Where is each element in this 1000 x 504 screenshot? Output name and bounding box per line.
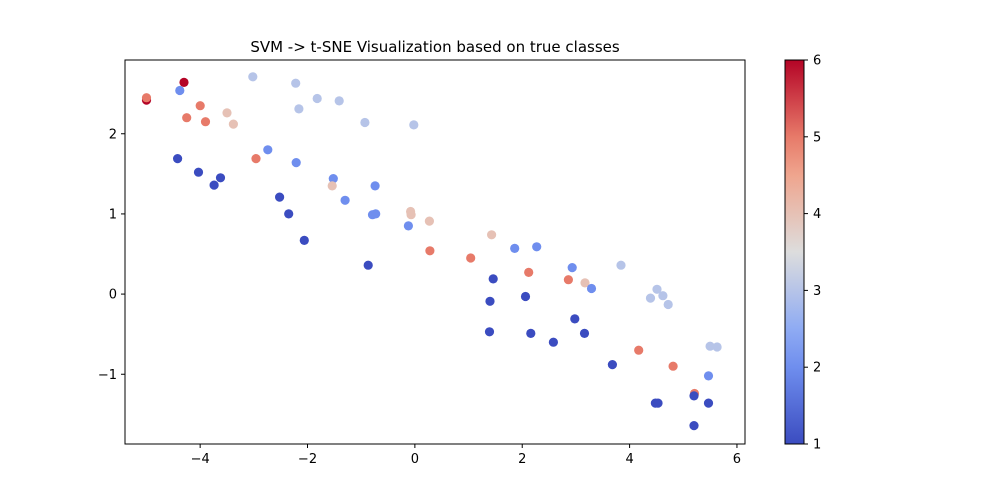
data-point [370,181,380,191]
data-point [548,337,559,347]
data-point [340,195,350,205]
data-point [328,174,338,184]
colorbar-tick-label: 2 [813,361,821,376]
colorbar-tick-label: 6 [813,54,821,69]
data-point [524,267,534,277]
points-layer [141,72,722,431]
x-axis: −4 −2 0 2 4 6 [191,444,741,467]
data-point [586,283,597,294]
colorbar-tick-label: 4 [813,207,821,222]
data-point [425,246,435,256]
data-point [653,398,663,408]
data-point [579,328,590,338]
data-point [520,291,531,302]
colorbar-tick-label: 3 [813,284,821,299]
data-point [251,154,261,164]
data-point [658,291,668,301]
plot-area: −4 −2 0 2 4 6 −1 0 1 2 [98,59,746,467]
data-point [703,398,714,408]
x-tick-label: 0 [411,452,419,467]
data-point [291,158,301,168]
data-point [616,260,626,270]
x-tick-label: 2 [518,452,526,467]
data-point [607,360,618,370]
data-point [570,314,580,324]
data-point [484,327,495,337]
data-point [580,278,590,288]
colorbar-ticks: 1 2 3 4 5 6 [804,54,821,453]
data-point [403,221,413,231]
data-point [222,108,232,118]
y-tick-label: 0 [109,288,117,303]
data-point [532,242,542,252]
data-point [195,101,205,111]
x-tick-label: 6 [733,452,741,467]
data-point [334,96,344,106]
data-point [209,180,219,190]
data-point [645,293,656,303]
data-point [371,209,381,219]
data-point [182,113,192,123]
y-tick-label: 1 [109,207,117,222]
data-point [488,274,498,284]
data-point [712,342,722,352]
data-point [200,117,211,127]
axes-frame [125,60,745,444]
data-point [312,93,322,104]
data-point [193,167,204,177]
data-point [652,284,662,294]
data-point [363,260,373,270]
data-point [406,210,416,220]
data-point [179,77,189,87]
data-point [663,299,673,310]
data-point [689,421,699,431]
y-tick-label: 2 [109,127,117,142]
data-point [175,85,185,96]
data-point [424,216,434,226]
data-point [284,209,294,219]
data-point [689,391,699,401]
data-point [173,154,183,164]
data-point [563,275,574,285]
data-point [141,93,152,103]
data-point [466,253,476,263]
data-point [299,235,309,245]
data-point [228,119,238,129]
x-tick-label: 4 [625,452,633,467]
data-point [703,371,714,381]
colorbar: 1 2 3 4 5 6 [784,54,821,453]
data-point [215,173,226,183]
data-point [668,361,678,371]
data-point [510,243,520,253]
data-point [705,341,715,351]
data-point [485,296,495,306]
data-point [567,263,577,273]
colorbar-gradient [784,59,805,445]
data-point [487,230,497,240]
chart-title: SVM -> t-SNE Visualization based on true… [250,38,620,56]
data-point [409,120,419,130]
axes-border [124,59,746,445]
data-point [360,117,370,128]
data-point [275,192,285,202]
data-point [294,104,304,114]
data-point [263,145,273,155]
x-tick-label: −4 [191,452,210,467]
data-point [327,181,337,191]
data-point [291,78,301,88]
colorbar-tick-label: 1 [813,438,821,453]
x-tick-label: −2 [298,452,317,467]
data-point [526,328,536,338]
y-axis: −1 0 1 2 [98,127,125,383]
y-tick-label: −1 [98,368,117,383]
colorbar-tick-label: 5 [813,130,821,145]
data-point [634,345,644,355]
data-point [248,72,258,82]
